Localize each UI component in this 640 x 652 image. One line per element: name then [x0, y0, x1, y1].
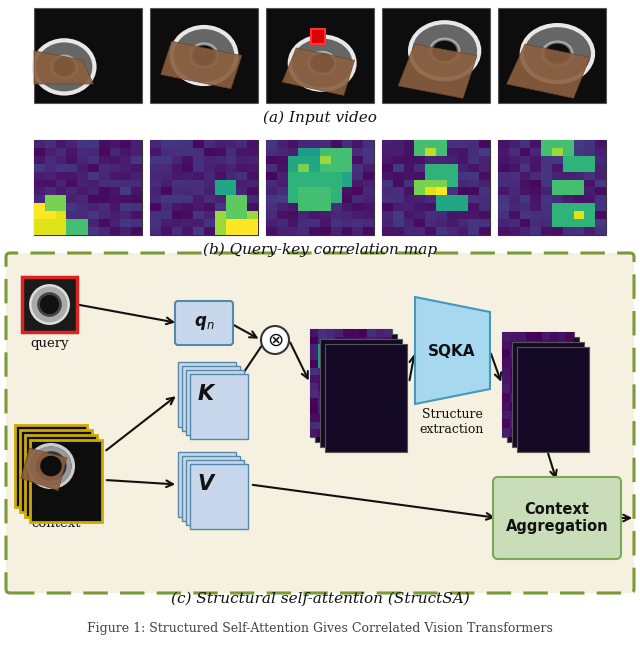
Ellipse shape [54, 57, 75, 76]
Polygon shape [507, 44, 590, 98]
FancyBboxPatch shape [175, 301, 233, 345]
Bar [25, 435, 97, 517]
Bar [186, 370, 244, 435]
Bar [182, 366, 240, 431]
Bar [325, 344, 407, 452]
Bar [15, 425, 87, 507]
Ellipse shape [522, 25, 593, 82]
Bar [30, 440, 102, 522]
Bar [310, 329, 392, 437]
Bar [178, 362, 236, 427]
Polygon shape [398, 44, 477, 98]
Bar [498, 140, 606, 235]
Ellipse shape [311, 54, 333, 72]
Ellipse shape [545, 44, 570, 64]
Bar [507, 337, 579, 442]
Text: Structure
extraction: Structure extraction [420, 408, 484, 436]
Ellipse shape [172, 27, 236, 84]
FancyBboxPatch shape [493, 477, 621, 559]
Bar [498, 8, 606, 103]
Ellipse shape [40, 456, 62, 476]
Text: context: context [31, 517, 81, 530]
Text: (b) Query-key correlation map: (b) Query-key correlation map [203, 243, 437, 258]
Bar [190, 374, 248, 439]
Bar [266, 8, 374, 103]
Ellipse shape [40, 295, 59, 314]
Bar [34, 8, 142, 103]
Text: Context
Aggregation: Context Aggregation [506, 502, 608, 534]
Text: $\boldsymbol{q}_n$: $\boldsymbol{q}_n$ [194, 314, 214, 332]
Bar [312, 29, 325, 44]
Bar [182, 456, 240, 521]
Ellipse shape [193, 46, 215, 65]
Bar [502, 332, 574, 437]
Ellipse shape [433, 41, 457, 61]
Bar [320, 339, 402, 447]
Polygon shape [20, 448, 67, 490]
Bar [150, 140, 258, 235]
Circle shape [261, 326, 289, 354]
Ellipse shape [410, 22, 479, 80]
Text: query: query [30, 337, 69, 350]
Polygon shape [161, 41, 242, 89]
Polygon shape [282, 48, 355, 95]
Bar [34, 140, 142, 235]
Bar [22, 277, 77, 332]
Bar [382, 8, 490, 103]
FancyBboxPatch shape [6, 253, 634, 593]
Text: SQKA: SQKA [428, 344, 476, 359]
Bar [150, 8, 258, 103]
Ellipse shape [30, 286, 68, 324]
Bar [190, 464, 248, 529]
Bar [266, 140, 374, 235]
Polygon shape [415, 297, 490, 404]
Bar [512, 342, 584, 447]
Bar [178, 452, 236, 517]
Ellipse shape [28, 443, 74, 488]
Bar [20, 430, 92, 512]
Ellipse shape [290, 37, 355, 90]
Text: (c) Structural self-attention (StructSA): (c) Structural self-attention (StructSA) [171, 592, 469, 606]
Bar [186, 460, 244, 525]
Text: $\boldsymbol{V}$: $\boldsymbol{V}$ [197, 475, 217, 494]
Text: Figure 1: Structured Self-Attention Gives Correlated Vision Transformers: Figure 1: Structured Self-Attention Give… [87, 622, 553, 635]
Polygon shape [34, 51, 93, 84]
Bar [382, 140, 490, 235]
Text: (a) Input video: (a) Input video [263, 111, 377, 125]
Bar [315, 334, 397, 442]
Text: $\boldsymbol{K}$: $\boldsymbol{K}$ [197, 385, 217, 404]
Text: $\otimes$: $\otimes$ [267, 331, 284, 349]
Ellipse shape [34, 40, 95, 93]
Bar [517, 347, 589, 452]
